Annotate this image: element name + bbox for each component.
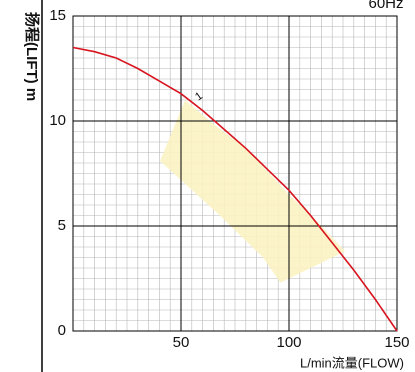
y-tick-label: 0 (58, 322, 66, 339)
y-tick-label: 5 (58, 217, 66, 234)
x-tick-label: 150 (384, 334, 409, 351)
y-tick-label: 10 (49, 112, 66, 129)
x-tick-label: 100 (276, 334, 301, 351)
operating-region (160, 100, 346, 283)
frequency-label: 60Hz (368, 0, 403, 12)
y-tick-label: 15 (49, 7, 66, 24)
x-axis-label: L/min流量(FLOW) (300, 355, 404, 370)
curve-label: 1 (193, 90, 205, 103)
x-tick-label: 50 (173, 334, 190, 351)
plot-border (72, 15, 398, 332)
curve (72, 46, 398, 332)
y-axis-label: 扬程(LIFT) m (23, 12, 41, 101)
